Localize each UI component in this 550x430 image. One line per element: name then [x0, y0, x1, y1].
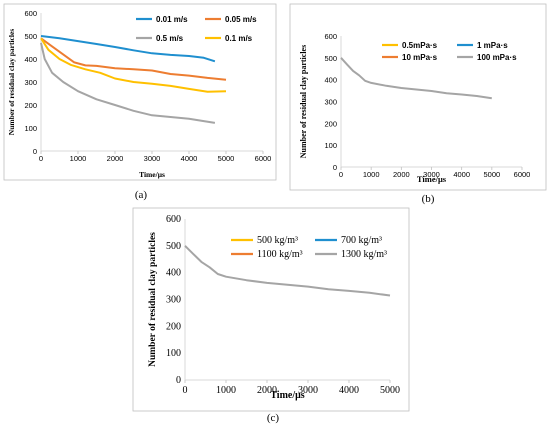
series-line-3	[40, 42, 216, 124]
y-tick-label: 400	[324, 76, 337, 85]
y-axis-label: Number of residual clay particles	[148, 232, 158, 367]
y-tick-label: 500	[166, 241, 181, 252]
x-tick-label: 4000	[453, 170, 470, 179]
x-tick-label: 3000	[144, 154, 161, 163]
panel-caption: (a)	[135, 189, 148, 201]
y-tick-label: 400	[166, 268, 181, 279]
legend-entry-label: 1 mPa·s	[477, 41, 508, 50]
legend-entry-label: 0.01 m/s	[156, 15, 188, 24]
x-tick-label: 6000	[255, 154, 272, 163]
x-tick-label: 5000	[218, 154, 235, 163]
series-line-1	[40, 35, 216, 63]
series-line-2	[40, 37, 227, 81]
x-tick-label: 5000	[380, 385, 400, 396]
y-tick-label: 600	[324, 32, 337, 41]
x-tick-label: 2000	[393, 170, 410, 179]
x-tick-label: 6000	[514, 170, 531, 179]
chart-b: 0 1000 2000 3000 4000 5000 6000 0 100 200 300 400 50…	[299, 32, 530, 205]
y-tick-label: 600	[24, 9, 37, 18]
x-tick-label: 2000	[257, 385, 277, 396]
legend-entry-label: 700 kg/m³	[341, 235, 382, 246]
x-tick-label: 0	[183, 385, 188, 396]
legend-entry-label: 1300 kg/m³	[341, 249, 387, 260]
y-axis-label: Number of residual clay particles	[299, 45, 308, 158]
y-tick-label: 200	[166, 321, 181, 332]
y-tick-label: 500	[324, 54, 337, 63]
legend-entry-label: 10 mPa·s	[402, 53, 438, 62]
panel-caption: (c)	[267, 412, 280, 424]
legend-entry-label: 0.5 m/s	[156, 34, 184, 43]
y-tick-label: 600	[166, 214, 181, 225]
y-tick-label: 200	[24, 101, 37, 110]
x-tick-label: 1000	[70, 154, 87, 163]
series-line-4	[40, 37, 227, 93]
x-tick-label: 1000	[216, 385, 236, 396]
y-tick-label: 400	[24, 55, 37, 64]
x-tick-label: 2000	[107, 154, 124, 163]
legend-entry-label: 0.1 m/s	[225, 34, 253, 43]
panel-caption: (b)	[422, 193, 435, 205]
series-line-4	[184, 245, 391, 297]
x-tick-label: 1000	[363, 170, 380, 179]
y-tick-label: 300	[24, 78, 37, 87]
chart-layer: 0 1000 2000 3000 4000 5000 6000010020030040050…	[7, 9, 530, 424]
legend-entry-label: 0.05 m/s	[225, 15, 257, 24]
x-axis-label: Time/μs	[139, 170, 165, 179]
y-tick-label: 0	[176, 375, 181, 386]
x-axis-label: Time/μs	[417, 174, 447, 184]
legend-entry-label: 0.5mPa·s	[402, 41, 438, 50]
x-tick-label: 4000	[339, 385, 359, 396]
legend-entry-label: 500 kg/m³	[257, 235, 298, 246]
panel-b-frame	[289, 3, 547, 191]
y-tick-label: 500	[24, 32, 37, 41]
y-tick-label: 100	[24, 124, 37, 133]
legend-entry-label: 100 mPa·s	[477, 53, 517, 62]
panel-c-frame	[132, 207, 410, 412]
y-tick-label: 300	[324, 98, 337, 107]
legend-entry-label: 1100 kg/m³	[257, 249, 303, 260]
x-tick-label: 3000	[423, 170, 440, 179]
y-tick-label: 0	[333, 163, 337, 172]
y-axis-label: Number of residual clay particles	[7, 29, 16, 135]
x-tick-label: 3000	[298, 385, 318, 396]
x-axis-label: Time/μs	[270, 390, 304, 401]
y-tick-label: 300	[166, 295, 181, 306]
x-tick-label: 0	[339, 170, 343, 179]
x-tick-label: 4000	[181, 154, 198, 163]
y-tick-label: 0	[33, 147, 37, 156]
x-tick-label: 0	[39, 154, 43, 163]
panel-a-frame	[3, 3, 277, 181]
series-line-4	[340, 57, 492, 100]
y-tick-label: 200	[324, 119, 337, 128]
chart-a: 0 1000 2000 3000 4000 5000 6000 0 100 200 300 400 50…	[7, 9, 271, 201]
y-tick-label: 100	[166, 348, 181, 359]
chart-c: 0 1000 2000 3000 4000 5000 0 100 200 300 400 500 600…	[148, 214, 400, 424]
y-tick-label: 100	[324, 141, 337, 150]
x-tick-label: 5000	[483, 170, 500, 179]
